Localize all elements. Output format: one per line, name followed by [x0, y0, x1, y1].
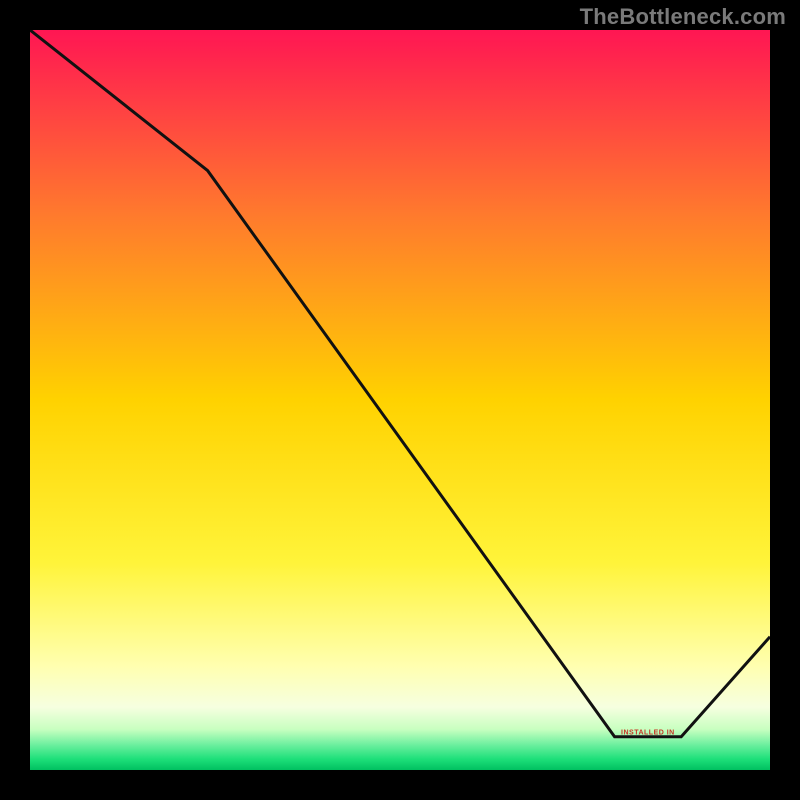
plot-area: INSTALLED IN: [30, 30, 770, 770]
chart-line: [30, 30, 770, 737]
watermark-text: TheBottleneck.com: [580, 4, 786, 30]
line-chart-svg: [30, 30, 770, 770]
chart-frame: TheBottleneck.com INSTALLED IN: [0, 0, 800, 800]
